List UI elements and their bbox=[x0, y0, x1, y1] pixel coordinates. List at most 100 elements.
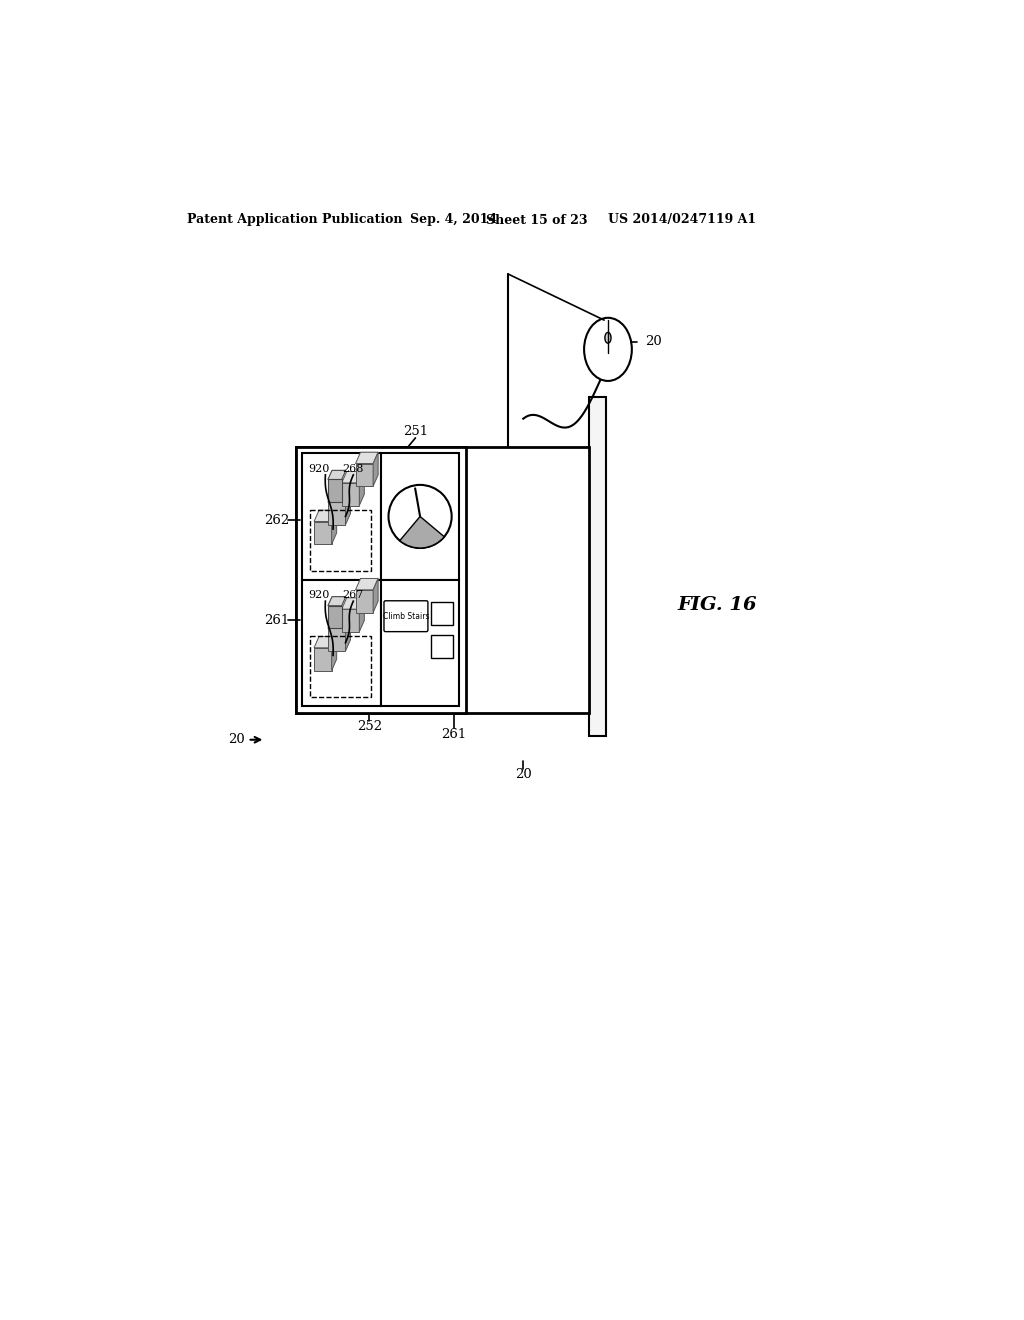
Bar bbox=[493, 554, 514, 568]
Bar bbox=[516, 581, 537, 594]
Text: Sep. 4, 2014: Sep. 4, 2014 bbox=[410, 214, 498, 227]
Bar bbox=[539, 502, 560, 513]
Bar bbox=[328, 479, 342, 502]
Bar bbox=[302, 453, 381, 579]
Bar bbox=[470, 541, 492, 554]
FancyBboxPatch shape bbox=[384, 601, 428, 632]
Polygon shape bbox=[345, 491, 350, 525]
Bar bbox=[561, 475, 583, 487]
Bar bbox=[539, 488, 560, 500]
Bar bbox=[516, 515, 537, 527]
Bar bbox=[470, 607, 492, 620]
Bar bbox=[470, 488, 492, 500]
Polygon shape bbox=[355, 453, 378, 463]
Text: 262: 262 bbox=[264, 513, 290, 527]
Bar bbox=[431, 635, 453, 657]
Bar bbox=[516, 554, 537, 568]
Bar bbox=[302, 579, 381, 706]
Polygon shape bbox=[332, 510, 337, 544]
Polygon shape bbox=[342, 471, 365, 483]
Bar bbox=[310, 636, 372, 697]
Polygon shape bbox=[328, 491, 350, 502]
Bar bbox=[561, 554, 583, 568]
Polygon shape bbox=[332, 636, 337, 671]
Circle shape bbox=[388, 484, 452, 548]
Bar bbox=[561, 607, 583, 620]
Bar bbox=[493, 475, 514, 487]
Polygon shape bbox=[345, 616, 350, 651]
Polygon shape bbox=[328, 470, 346, 479]
Bar bbox=[539, 607, 560, 620]
Text: 20: 20 bbox=[227, 733, 245, 746]
Polygon shape bbox=[314, 636, 337, 648]
Bar bbox=[516, 488, 537, 500]
Polygon shape bbox=[328, 597, 346, 606]
Bar bbox=[516, 568, 537, 581]
Polygon shape bbox=[373, 453, 378, 486]
Bar bbox=[342, 483, 359, 506]
Bar bbox=[516, 635, 537, 647]
Wedge shape bbox=[399, 516, 444, 548]
Bar bbox=[493, 607, 514, 620]
Bar bbox=[328, 606, 342, 628]
Bar bbox=[493, 515, 514, 527]
Bar bbox=[500, 669, 554, 696]
Bar bbox=[493, 620, 514, 634]
Bar bbox=[539, 581, 560, 594]
Bar bbox=[470, 554, 492, 568]
Bar bbox=[561, 594, 583, 607]
Bar bbox=[310, 510, 372, 570]
Bar bbox=[561, 581, 583, 594]
Bar bbox=[561, 568, 583, 581]
Bar bbox=[561, 635, 583, 647]
Bar bbox=[470, 620, 492, 634]
Bar bbox=[561, 515, 583, 527]
Bar bbox=[470, 568, 492, 581]
Bar bbox=[314, 648, 332, 671]
Bar bbox=[355, 590, 373, 612]
Bar bbox=[516, 528, 537, 540]
Text: FIG. 16: FIG. 16 bbox=[677, 597, 757, 614]
Bar bbox=[539, 475, 560, 487]
Text: 261: 261 bbox=[441, 727, 467, 741]
Bar bbox=[493, 541, 514, 554]
Bar bbox=[470, 581, 492, 594]
Polygon shape bbox=[359, 598, 365, 632]
Bar bbox=[493, 635, 514, 647]
Ellipse shape bbox=[584, 318, 632, 381]
Text: Climb Stairs: Climb Stairs bbox=[383, 611, 429, 620]
Bar bbox=[470, 515, 492, 527]
Ellipse shape bbox=[605, 333, 611, 343]
Text: 20: 20 bbox=[515, 768, 531, 781]
Text: Patent Application Publication: Patent Application Publication bbox=[186, 214, 402, 227]
Polygon shape bbox=[355, 578, 378, 590]
Bar bbox=[431, 602, 453, 626]
Bar bbox=[296, 447, 589, 713]
Bar bbox=[493, 502, 514, 513]
Bar bbox=[539, 594, 560, 607]
Bar bbox=[539, 541, 560, 554]
Text: 268: 268 bbox=[343, 463, 364, 474]
Text: 920: 920 bbox=[308, 590, 330, 601]
Polygon shape bbox=[373, 578, 378, 612]
Bar bbox=[493, 581, 514, 594]
Bar bbox=[493, 528, 514, 540]
Bar bbox=[539, 528, 560, 540]
Bar bbox=[470, 528, 492, 540]
Bar bbox=[539, 620, 560, 634]
Bar bbox=[516, 541, 537, 554]
Bar bbox=[466, 470, 589, 713]
Polygon shape bbox=[314, 510, 337, 521]
Bar bbox=[589, 397, 605, 737]
Text: 252: 252 bbox=[356, 721, 382, 733]
Bar bbox=[493, 594, 514, 607]
Bar bbox=[355, 463, 373, 486]
Bar bbox=[561, 620, 583, 634]
Bar bbox=[470, 635, 492, 647]
Bar bbox=[516, 475, 537, 487]
Text: 251: 251 bbox=[402, 425, 428, 438]
Polygon shape bbox=[328, 616, 350, 628]
Bar bbox=[328, 502, 345, 525]
Text: 261: 261 bbox=[264, 614, 290, 627]
Text: 267: 267 bbox=[343, 590, 364, 601]
